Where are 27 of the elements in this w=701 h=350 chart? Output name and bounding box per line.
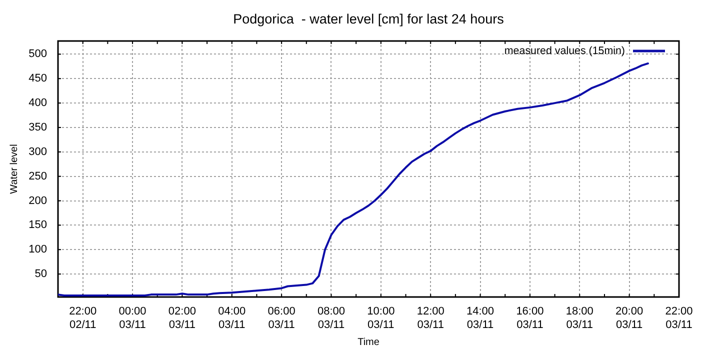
y-tick-label: 500: [28, 48, 47, 60]
y-tick-label: 350: [28, 122, 47, 134]
x-tick-label: 14:00 03/11: [466, 306, 494, 331]
x-tick-label: 00:00 03/11: [118, 306, 146, 331]
y-tick-label: 450: [28, 72, 47, 85]
x-tick-label: 08:00 03/11: [317, 306, 346, 331]
y-tick-label: 50: [34, 268, 47, 280]
y-tick-label: 300: [28, 146, 47, 158]
y-tick-label: 100: [28, 244, 47, 256]
x-tick-label: 22:00 03/11: [665, 306, 693, 331]
y-tick-label: 250: [28, 170, 47, 182]
y-tick-label: 150: [28, 219, 47, 232]
x-tick-label: 18:00 03/11: [566, 306, 594, 331]
x-tick-label: 16:00 03/11: [516, 306, 544, 331]
x-tick-label: 12:00 03/11: [416, 306, 444, 331]
x-tick-label: 04:00 03/11: [218, 306, 246, 331]
y-tick-label: 200: [28, 194, 47, 207]
x-tick-label: 10:00 03/11: [367, 306, 395, 331]
x-tick-label: 06:00 03/11: [268, 306, 296, 331]
y-axis-title: Water level: [8, 144, 20, 194]
y-tick-label: 400: [28, 97, 47, 110]
x-tick-label: 22:00 02/11: [69, 306, 97, 331]
x-axis-title: Time: [358, 336, 380, 348]
legend-label: measured values (15min): [504, 44, 625, 57]
chart-title: Podgorica - water level [cm] for last 24 hours: [233, 12, 504, 27]
x-tick-label: 02:00 03/11: [168, 306, 196, 331]
x-tick-label: 20:00 03/11: [616, 306, 644, 331]
